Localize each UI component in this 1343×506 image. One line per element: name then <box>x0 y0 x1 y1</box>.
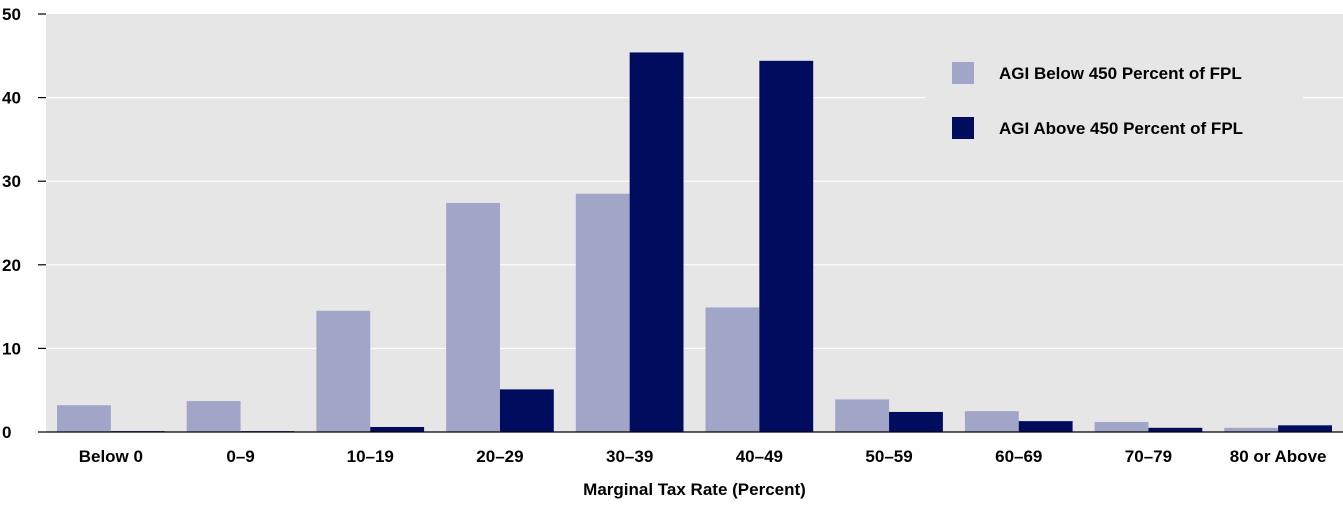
bar-below-450 <box>1094 421 1149 432</box>
bar-below-450 <box>446 202 500 432</box>
x-tick-label: 10–19 <box>347 447 394 466</box>
y-tick-label: 50 <box>2 5 21 24</box>
x-axis-title: Marginal Tax Rate (Percent) <box>583 480 806 499</box>
x-tick-label: 50–59 <box>865 447 912 466</box>
bar-below-450 <box>57 405 111 432</box>
bar-below-450 <box>705 307 760 432</box>
y-axis-ticks: 0 10 20 30 40 50 <box>2 5 46 442</box>
bar-above-450 <box>1278 425 1332 432</box>
bar-below-450 <box>835 399 890 432</box>
y-tick-label: 30 <box>2 172 21 191</box>
x-tick-label: 40–49 <box>736 447 783 466</box>
y-tick-label: 0 <box>2 423 11 442</box>
x-tick-label: 0–9 <box>226 447 254 466</box>
gridlines <box>46 96 1343 349</box>
bar-below-450 <box>316 310 371 432</box>
y-tick-label: 40 <box>2 89 21 108</box>
x-axis-ticks: Below 0 0–9 10–19 20–29 30–39 40–49 50–59 60–69… <box>46 431 1343 466</box>
bar-below-450 <box>575 193 630 432</box>
legend-swatch <box>952 62 974 84</box>
legend-label: AGI Below 450 Percent of FPL <box>999 64 1242 83</box>
bar-above-450 <box>1018 421 1073 432</box>
x-tick-label: Below 0 <box>79 447 143 466</box>
bar-above-450 <box>759 60 814 432</box>
y-tick-label: 20 <box>2 256 21 275</box>
bar-above-450 <box>499 389 554 432</box>
x-tick-label: 70–79 <box>1125 447 1172 466</box>
bar-above-450 <box>370 426 425 432</box>
legend-label: AGI Above 450 Percent of FPL <box>999 119 1243 138</box>
x-tick-label: 30–39 <box>606 447 653 466</box>
x-tick-label: 60–69 <box>995 447 1042 466</box>
x-tick-label: 80 or Above <box>1230 447 1327 466</box>
legend-swatch <box>952 117 974 139</box>
bar-below-450 <box>964 411 1019 432</box>
bar-above-450 <box>889 411 943 432</box>
x-tick-label: 20–29 <box>476 447 523 466</box>
bar-above-450 <box>1148 427 1203 432</box>
bar-below-450 <box>1224 427 1279 432</box>
bars <box>57 52 1332 433</box>
y-tick-label: 10 <box>2 339 21 358</box>
bar-above-450 <box>629 52 684 433</box>
legend-box <box>925 40 1303 180</box>
bar-below-450 <box>186 401 241 432</box>
legend: AGI Below 450 Percent of FPL AGI Above 45… <box>925 40 1303 180</box>
